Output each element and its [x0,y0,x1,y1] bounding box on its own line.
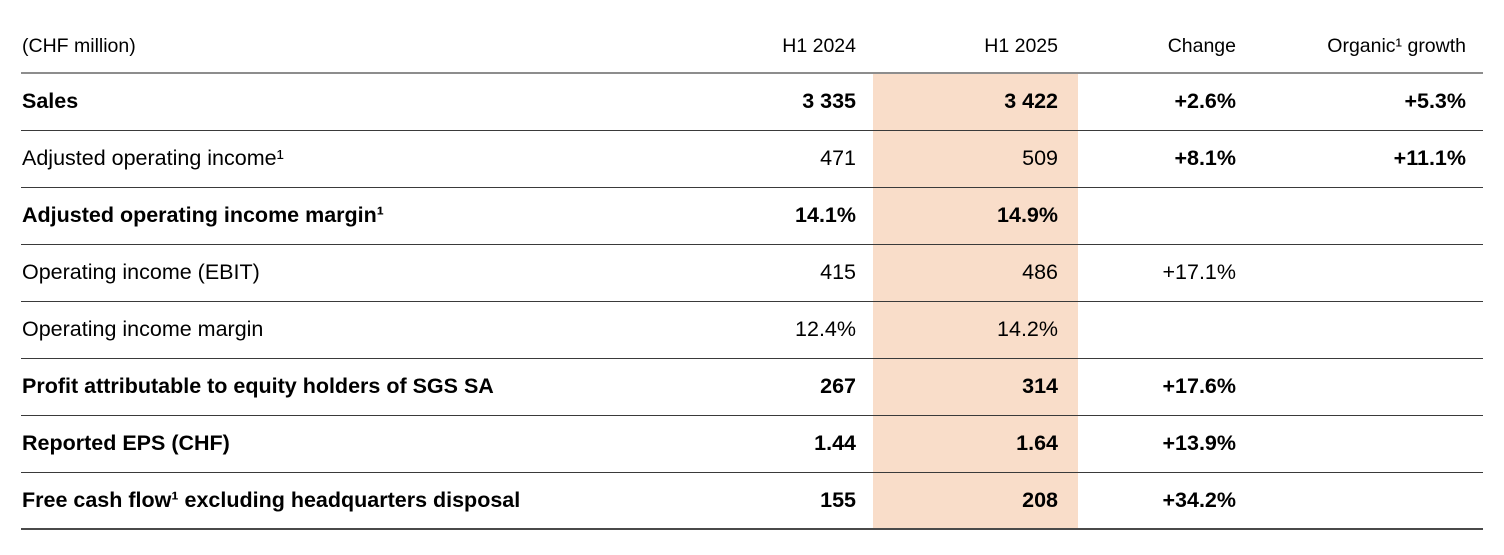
value-h1-2024: 12.4% [795,317,856,342]
value-h1-2025: 14.2% [873,302,1078,358]
table-row: Profit attributable to equity holders of… [21,359,1483,416]
column-header-organic-growth: Organic¹ growth [1327,34,1466,57]
value-h1-2024: 1.44 [814,431,856,456]
table-row: Reported EPS (CHF) 1.44 1.64 +13.9% [21,416,1483,473]
table-row: Operating income margin 12.4% 14.2% [21,302,1483,359]
value-change: +17.1% [1162,260,1236,285]
value-h1-2024: 14.1% [795,203,856,228]
value-change: +34.2% [1162,487,1236,512]
value-h1-2025: 208 [873,473,1078,528]
table-row: Free cash flow¹ excluding headquarters d… [21,473,1483,530]
value-organic-growth [1238,473,1483,528]
row-label: Reported EPS (CHF) [22,431,230,456]
row-label: Free cash flow¹ excluding headquarters d… [22,487,521,512]
value-h1-2024: 267 [820,374,856,399]
value-h1-2025: 509 [873,131,1078,187]
table-header-row: (CHF million) H1 2024 H1 2025 Change Org… [21,0,1483,74]
value-h1-2025: 314 [873,359,1078,415]
table-row: Adjusted operating income margin¹ 14.1% … [21,188,1483,245]
unit-label: (CHF million) [22,34,136,57]
value-h1-2024: 3 335 [802,89,856,114]
value-organic-growth [1238,245,1483,301]
value-h1-2025: 486 [873,245,1078,301]
row-label: Sales [22,89,79,114]
value-h1-2025: 14.9% [873,188,1078,244]
value-organic-growth [1238,302,1483,358]
table-row: Sales 3 335 3 422 +2.6% +5.3% [21,74,1483,131]
value-organic-growth: +11.1% [1393,146,1466,171]
value-h1-2024: 155 [820,487,856,512]
value-h1-2024: 415 [820,260,856,285]
value-h1-2024: 471 [820,146,856,171]
column-header-change: Change [1167,34,1236,57]
value-change: +17.6% [1162,374,1236,399]
financial-highlights-table: (CHF million) H1 2024 H1 2025 Change Org… [21,0,1483,530]
row-label: Adjusted operating income¹ [22,146,284,171]
value-change [1078,188,1238,244]
row-label: Profit attributable to equity holders of… [22,374,494,399]
row-label: Operating income (EBIT) [22,260,260,285]
value-change: +8.1% [1174,146,1236,171]
row-label: Adjusted operating income margin¹ [22,203,384,228]
value-change: +2.6% [1174,89,1236,114]
value-organic-growth [1238,188,1483,244]
value-h1-2025: 3 422 [873,74,1078,130]
column-header-h1-2024: H1 2024 [782,34,856,57]
value-organic-growth: +5.3% [1404,89,1466,114]
value-organic-growth [1238,416,1483,472]
column-header-h1-2025: H1 2025 [984,34,1058,57]
table-row: Adjusted operating income¹ 471 509 +8.1%… [21,131,1483,188]
value-organic-growth [1238,359,1483,415]
table-row: Operating income (EBIT) 415 486 +17.1% [21,245,1483,302]
row-label: Operating income margin [22,317,264,342]
value-change [1078,302,1238,358]
value-h1-2025: 1.64 [873,416,1078,472]
value-change: +13.9% [1162,431,1236,456]
